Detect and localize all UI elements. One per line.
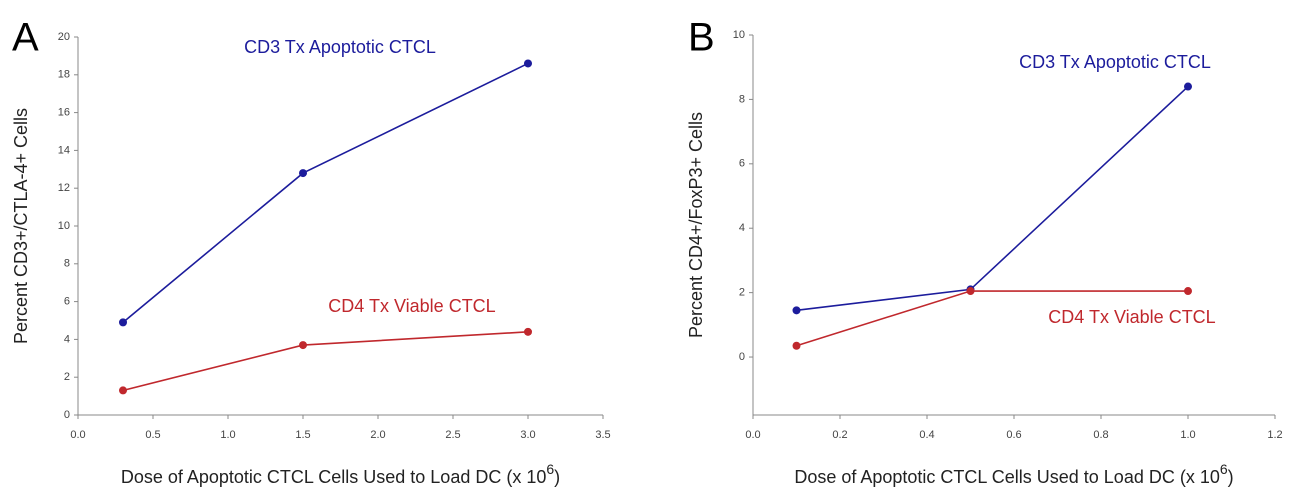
y-tick-label: 14: [58, 144, 70, 156]
x-label-end: ): [554, 467, 560, 487]
x-tick-label: 0.0: [745, 429, 760, 441]
data-point: [1184, 287, 1192, 296]
x-tick-label: 0.4: [919, 429, 934, 441]
series-line: [122, 331, 529, 392]
x-tick-label: 3.5: [595, 429, 610, 441]
x-tick-label: 1.0: [1180, 429, 1195, 441]
data-point: [119, 386, 127, 395]
x-axis-label: Dose of Apoptotic CTCL Cells Used to Loa…: [794, 461, 1233, 487]
data-point: [966, 287, 975, 296]
y-tick-label: 2: [739, 287, 745, 299]
x-axis-label: Dose of Apoptotic CTCL Cells Used to Loa…: [121, 461, 560, 487]
x-tick-label: 3.0: [520, 429, 535, 441]
series-label: CD3 Tx Apoptotic CTCL: [1019, 52, 1211, 72]
y-tick-label: 10: [733, 29, 745, 41]
x-label-exponent: 6: [1220, 461, 1228, 477]
series-line: [122, 62, 529, 324]
y-tick-label: 8: [739, 93, 745, 105]
y-tick-label: 6: [64, 296, 70, 308]
x-tick-label: 1.5: [295, 429, 310, 441]
data-point: [1184, 82, 1192, 91]
x-tick-label: 2.0: [370, 429, 385, 441]
x-label-exponent: 6: [546, 461, 554, 477]
y-tick-label: 6: [739, 158, 745, 170]
x-tick-label: 0.0: [70, 429, 85, 441]
x-tick-label: 0.8: [1093, 429, 1108, 441]
y-tick-label: 20: [58, 31, 70, 43]
x-tick-label: 1.0: [220, 429, 235, 441]
y-tick-label: 16: [58, 107, 70, 119]
x-label-text: Dose of Apoptotic CTCL Cells Used to Loa…: [794, 467, 1220, 487]
panel-label: B: [688, 16, 715, 60]
x-tick-label: 1.2: [1267, 429, 1282, 441]
data-point: [299, 341, 307, 350]
y-tick-label: 2: [64, 371, 70, 383]
y-tick-label: 0: [739, 351, 745, 363]
y-tick-label: 8: [64, 258, 70, 270]
y-tick-label: 18: [58, 69, 70, 81]
x-tick-label: 0.5: [145, 429, 160, 441]
series-line: [796, 85, 1189, 312]
x-tick-label: 2.5: [445, 429, 460, 441]
data-point: [792, 341, 801, 350]
series-label: CD4 Tx Viable CTCL: [328, 296, 495, 316]
data-point: [299, 169, 307, 178]
y-tick-label: 4: [739, 222, 745, 234]
series-label: CD4 Tx Viable CTCL: [1048, 307, 1215, 327]
x-tick-label: 0.2: [832, 429, 847, 441]
y-axis-label: Percent CD3+/CTLA-4+ Cells: [11, 108, 31, 344]
x-label-text: Dose of Apoptotic CTCL Cells Used to Loa…: [121, 467, 547, 487]
data-point: [524, 327, 532, 336]
y-tick-label: 12: [58, 182, 70, 194]
y-tick-label: 4: [64, 333, 70, 345]
x-label-end: ): [1228, 467, 1234, 487]
y-axis-label: Percent CD4+/FoxP3+ Cells: [686, 112, 706, 338]
series-label: CD3 Tx Apoptotic CTCL: [244, 37, 436, 57]
y-tick-label: 10: [58, 220, 70, 232]
y-tick-label: 0: [64, 409, 70, 421]
data-point: [792, 306, 801, 315]
data-point: [524, 59, 532, 68]
x-tick-label: 0.6: [1006, 429, 1021, 441]
data-point: [119, 318, 127, 327]
panel-label: A: [12, 16, 39, 60]
